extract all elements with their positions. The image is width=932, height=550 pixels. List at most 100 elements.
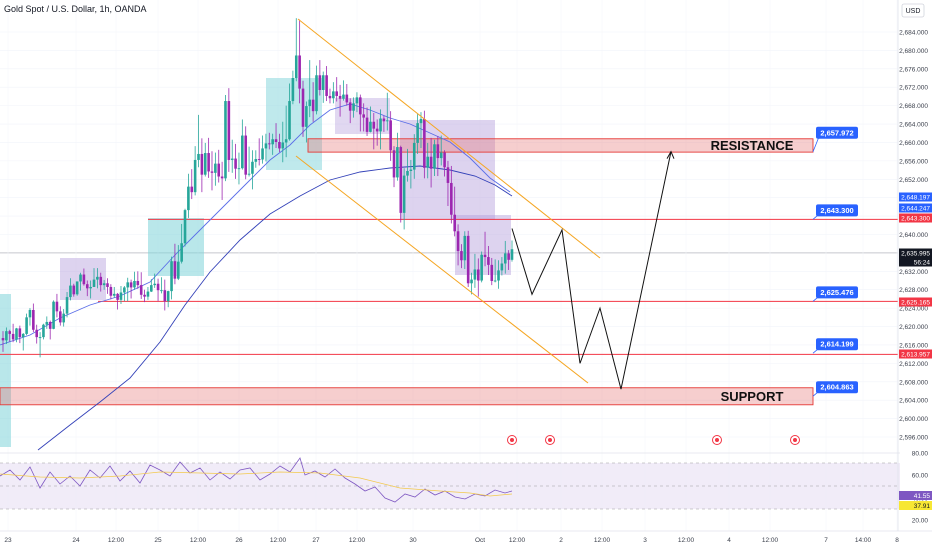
price-tag-text: 2,604.863: [820, 383, 853, 392]
candle-body: [321, 75, 325, 90]
currency-button[interactable]: [901, 3, 925, 18]
candle-body: [490, 264, 494, 281]
candle-body: [510, 249, 514, 260]
candle-body: [150, 285, 153, 292]
candle-body: [402, 175, 406, 213]
candle-body: [143, 294, 146, 297]
candle-body: [476, 269, 480, 281]
rsi-value-text: 41.55: [914, 493, 931, 500]
candle-body: [355, 97, 359, 104]
labels-layer: 2,657.972 2,643.300 2,625.476 2,614.199 2,60…: [507, 126, 932, 525]
candle-body: [372, 121, 376, 129]
candle-body: [183, 210, 187, 244]
candle-body: [11, 333, 15, 340]
channel-upper-line: [297, 18, 601, 259]
y-tick-label: 2,608.000: [899, 379, 928, 386]
candle-body: [433, 144, 436, 169]
x-tick-label: 12:00: [270, 537, 287, 544]
price-tag[interactable]: [816, 286, 858, 299]
y-tick-label: 2,604.000: [899, 398, 928, 405]
price-tag-text: 2,643.300: [820, 206, 853, 215]
y-tick-label: 2,616.000: [899, 342, 928, 349]
price-tag-text: 2,625.476: [820, 288, 853, 297]
candle-body: [419, 118, 423, 124]
x-tick-label: 25: [154, 537, 162, 544]
candle-body: [487, 257, 490, 265]
candle-body: [305, 106, 308, 127]
candle-body: [89, 286, 92, 289]
candle-body: [8, 331, 12, 334]
candle-body: [274, 139, 278, 142]
price-tag-text: 2,614.199: [820, 340, 853, 349]
candle-body: [473, 269, 477, 280]
candle-body: [385, 120, 389, 122]
y-tick-label: 2,684.000: [899, 30, 928, 37]
price-tag[interactable]: [816, 338, 858, 351]
candle-body: [38, 337, 42, 339]
candle-body: [193, 159, 197, 193]
candle-body: [392, 150, 396, 178]
symbol-title: Gold Spot / U.S. Dollar, 1h, OANDA: [4, 4, 147, 14]
y-tick-label: 2,672.000: [899, 85, 928, 92]
candle-body: [294, 55, 298, 79]
projection-arrowhead: [666, 150, 675, 159]
price-tag[interactable]: [816, 381, 858, 394]
candle-body: [227, 101, 231, 160]
x-tick-label: Oct: [475, 537, 485, 544]
y-tick-label: 2,660.000: [899, 140, 928, 147]
x-tick-label: 12:00: [190, 537, 207, 544]
y-tick-label: 2,628.000: [899, 287, 928, 294]
candle-body: [72, 285, 76, 295]
ma-slow-line: [37, 165, 513, 451]
y-tick-label: 2,600.000: [899, 416, 928, 423]
axis-price-label: [899, 192, 932, 202]
candle-body: [173, 261, 177, 279]
axis-price-label-text: 2,635.995: [901, 251, 930, 258]
candle-body: [197, 153, 200, 160]
grid-layer: [0, 31, 898, 438]
candle-body: [237, 168, 241, 170]
x-tick-label: 12:00: [594, 537, 611, 544]
candle-body: [42, 324, 45, 338]
candle-body: [456, 231, 460, 252]
candle-body: [1, 338, 5, 341]
x-tick-label: 12:00: [762, 537, 779, 544]
candle-body: [426, 156, 430, 168]
rsi-pane: [0, 452, 900, 510]
candle-body: [342, 94, 345, 99]
candle-body: [254, 159, 258, 162]
zone-support[interactable]: [0, 387, 814, 406]
candle-body: [301, 88, 305, 127]
axis-price-label: [899, 257, 932, 267]
economic-event-dot: [510, 438, 514, 442]
rsi-axis-label: 80.00: [912, 451, 929, 458]
y-tick-label: 2,612.000: [899, 361, 928, 368]
rsi-ma-line: [0, 471, 513, 497]
candle-body: [112, 293, 116, 296]
rsi-axis-label: 60.00: [912, 473, 929, 480]
price-tag[interactable]: [816, 204, 858, 217]
y-tick-label: 2,676.000: [899, 66, 928, 73]
x-tick-label: 24: [72, 537, 80, 544]
axis-price-label-text: 56:24: [914, 260, 931, 267]
candle-body: [288, 101, 291, 140]
x-tick-label: 2: [559, 537, 563, 544]
candle-body: [92, 279, 96, 287]
projected-path-line: [511, 151, 672, 390]
axis-price-label-text: 2,648.197: [901, 195, 930, 202]
candle-body: [446, 167, 450, 183]
candle-body: [190, 186, 194, 193]
x-tick-label: 12:00: [349, 537, 366, 544]
price-tag[interactable]: [816, 126, 858, 139]
candle-body: [450, 182, 453, 215]
candle-body: [82, 274, 86, 285]
x-tick-label: 4: [727, 537, 731, 544]
candle-body: [382, 118, 386, 122]
candle-body: [25, 317, 28, 334]
price-tag-text: 2,657.972: [820, 128, 853, 137]
y-tick-label: 2,632.000: [899, 269, 928, 276]
candle-body: [224, 101, 227, 179]
candle-body: [332, 91, 335, 99]
